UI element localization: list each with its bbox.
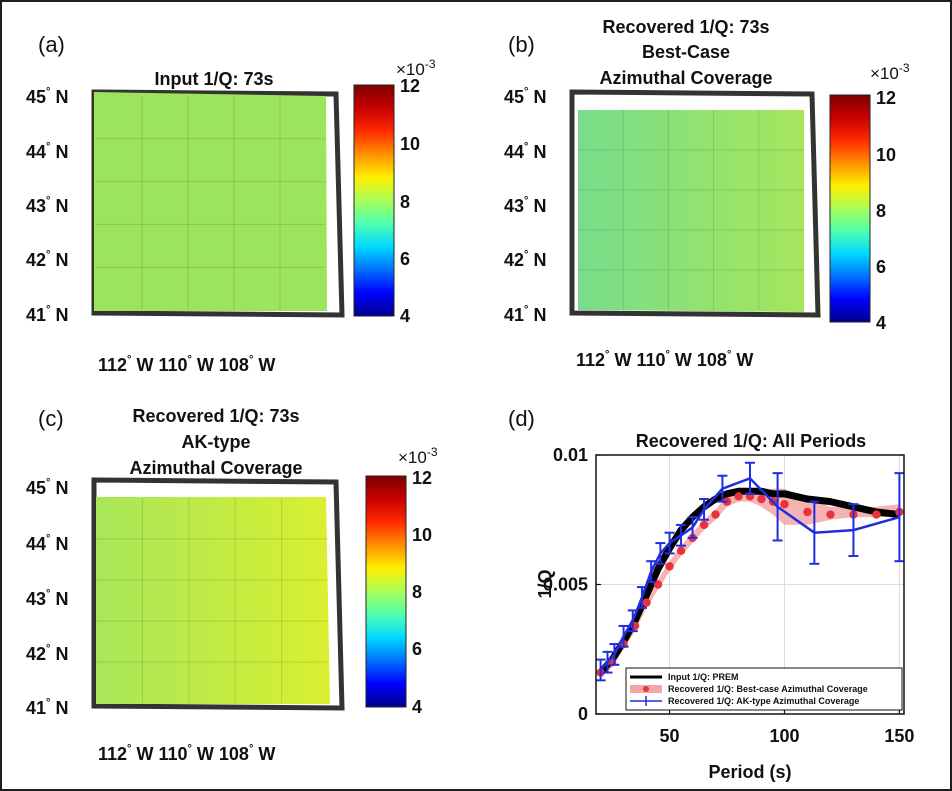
colorbar-a-multiplier: ×10-3 [396,57,436,79]
colorbar-c: ×10-3 12 10 8 6 4 [365,445,438,717]
colorbar-c-tick-10: 10 [412,525,432,545]
lat-label-42: 42° N [26,643,68,664]
colorbar-c-multiplier: ×10-3 [398,445,438,467]
colorbar-a-tick-12: 12 [400,76,420,96]
colorbar-c-tick-12: 12 [412,468,432,488]
legend-box [625,667,903,711]
map-c-title-line-3: Azimuthal Coverage [129,458,302,478]
lat-label-44: 44° N [26,141,68,162]
map-b-title-line-1: Recovered 1/Q: 73s [602,17,769,37]
legend-label: Recovered 1/Q: Best-case Azimuthal Cover… [668,684,868,694]
colorbar-a-tick-6: 6 [400,249,410,269]
panel-c: (c) Recovered 1/Q: 73s AK-type Azimuthal… [26,406,438,764]
y-tick-label: 0 [578,704,588,724]
colorbar-b: ×10-3 12 10 8 6 4 [829,61,910,333]
colorbar-b-tick-10: 10 [876,145,896,165]
best-case-point [757,494,766,504]
colorbar-c-scale [365,475,407,708]
lat-label-43: 43° N [504,195,546,216]
x-tick-label: 100 [769,726,799,746]
best-case-point [642,598,651,607]
panel-b: (b) Recovered 1/Q: 73s Best-Case Azimuth… [504,17,910,370]
ak-type-line [599,476,900,671]
lat-label-42: 42° N [26,249,68,270]
best-case-point [711,510,720,519]
best-case-point [872,510,881,519]
lat-label-41: 41° N [504,304,546,325]
lat-label-45: 45° N [26,86,68,107]
map-a-graticule [96,96,326,310]
colorbar-c-tick-6: 6 [412,639,422,659]
colorbar-a: ×10-3 12 10 8 6 4 [353,57,436,326]
y-tick-label: 0.005 [543,575,588,595]
lat-label-43: 43° N [26,588,68,609]
map-a-lat-labels: 45° N 44° N 43° N 42° N 41° N [26,86,68,325]
panel-d: (d) Recovered 1/Q: All Periods 50 100 150 0… [508,406,914,782]
colorbar-a-tick-4: 4 [400,306,410,326]
colorbar-b-scale [829,94,871,323]
colorbar-b-multiplier: ×10-3 [870,61,910,83]
map-b-title-line-2: Best-Case [642,42,730,62]
legend-label: Recovered 1/Q: AK-type Azimuthal Coverag… [668,696,859,706]
chart-xlabel: Period (s) [708,762,791,782]
panel-letter-a: (a) [38,32,65,57]
best-case-point [665,562,674,571]
map-c-graticule [96,498,328,703]
map-c-title-line-2: AK-type [181,432,250,452]
best-case-point [734,492,743,501]
map-c-field [96,497,330,704]
lat-label-44: 44° N [504,141,546,162]
x-tick-label: 150 [884,726,914,746]
panel-a: (a) Input 1/Q: 73s 45° N 44° N 43° N 42°… [26,32,436,375]
colorbar-c-tick-8: 8 [412,582,422,602]
colorbar-a-tick-8: 8 [400,192,410,212]
chart-title: Recovered 1/Q: All Periods [636,431,866,451]
colorbar-a-tick-10: 10 [400,134,420,154]
map-b-graticule [578,110,804,310]
chart-ylabel: 1/Q [535,569,555,598]
best-case-point [780,500,789,509]
map-c-frame [91,477,345,711]
legend-swatch-best-case-point [643,686,649,692]
lat-label-45: 45° N [26,477,68,498]
lat-label-44: 44° N [26,533,68,554]
lat-label-42: 42° N [504,249,546,270]
best-case-point [803,507,812,517]
map-b-lat-labels: 45° N 44° N 43° N 42° N 41° N [504,86,546,325]
colorbar-b-tick-12: 12 [876,88,896,108]
map-b-field [578,110,804,312]
map-c-title-line-1: Recovered 1/Q: 73s [132,406,299,426]
colorbar-b-tick-8: 8 [876,201,886,221]
map-a-field [94,92,327,311]
colorbar-b-tick-4: 4 [876,313,886,333]
best-case-point [676,546,686,556]
map-c-lat-labels: 45° N 44° N 43° N 42° N 41° N [26,477,68,718]
best-case-point [699,520,709,530]
map-b-lon-labels: 112° W 110° W 108° W [576,349,753,370]
lat-label-45: 45° N [504,86,546,107]
chart-plot: 50 100 150 0 0.005 0.01 Input 1/Q: PREM Recover… [543,445,914,746]
panel-letter-b: (b) [508,32,535,57]
map-c-lon-labels: 112° W 110° W 108° W [98,743,275,764]
panel-letter-c: (c) [38,406,64,431]
y-tick-label: 0.01 [553,445,588,465]
colorbar-c-tick-4: 4 [412,697,422,717]
map-b-frame [569,89,821,318]
lat-label-41: 41° N [26,697,68,718]
lat-label-41: 41° N [26,304,68,325]
legend-label: Input 1/Q: PREM [668,672,739,682]
panel-letter-d: (d) [508,406,535,431]
x-tick-label: 50 [660,726,680,746]
chart-legend: Input 1/Q: PREM Recovered 1/Q: Best-case … [625,667,903,711]
map-b-title-line-3: Azimuthal Coverage [599,68,772,88]
best-case-point [826,510,835,519]
lat-label-43: 43° N [26,195,68,216]
map-a-lon-labels: 112° W 110° W 108° W [98,354,275,375]
map-a-title: Input 1/Q: 73s [154,69,273,89]
colorbar-b-tick-6: 6 [876,257,886,277]
colorbar-a-scale [353,84,395,317]
